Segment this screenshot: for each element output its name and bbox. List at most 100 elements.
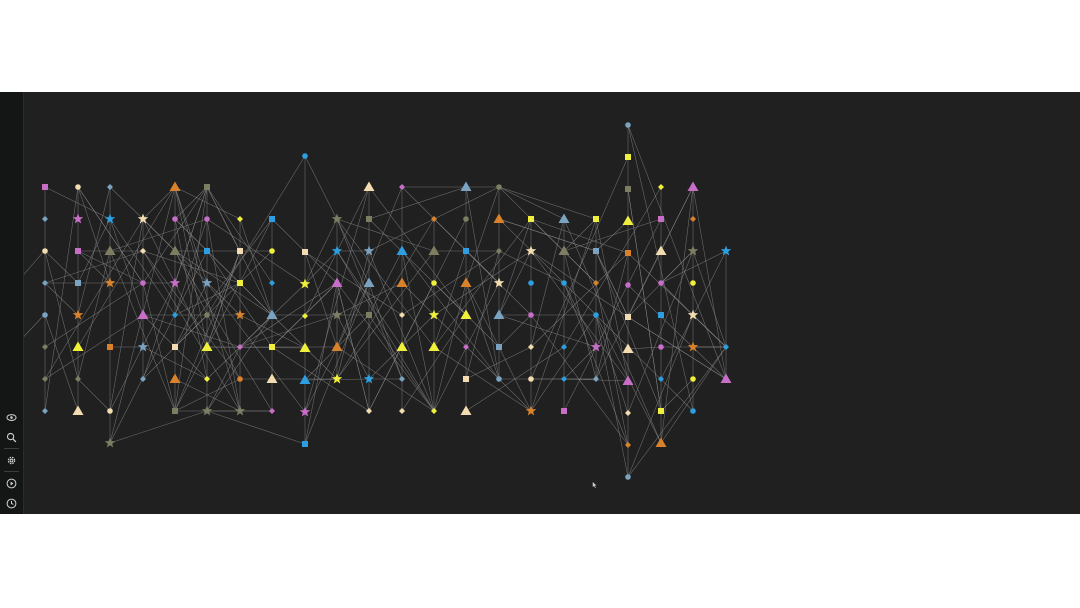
graph-node[interactable]	[269, 216, 275, 222]
graph-node[interactable]	[42, 248, 48, 254]
graph-node[interactable]	[655, 437, 667, 448]
graph-node[interactable]	[399, 312, 405, 318]
graph-node[interactable]	[302, 249, 308, 255]
graph-node[interactable]	[399, 408, 405, 414]
graph-node[interactable]	[625, 314, 631, 320]
graph-node[interactable]	[687, 245, 699, 256]
graph-node[interactable]	[687, 341, 699, 352]
graph-node[interactable]	[72, 341, 84, 352]
graph-node[interactable]	[561, 376, 567, 382]
graph-node[interactable]	[237, 280, 243, 286]
graph-node[interactable]	[299, 342, 311, 353]
play-circle-icon-button[interactable]	[3, 475, 19, 491]
graph-node[interactable]	[493, 277, 505, 288]
graph-node[interactable]	[431, 408, 437, 414]
graph-node[interactable]	[107, 344, 113, 350]
graph-node[interactable]	[169, 373, 181, 384]
graph-node[interactable]	[658, 312, 664, 318]
graph-node[interactable]	[528, 312, 534, 318]
graph-node[interactable]	[366, 408, 372, 414]
eye-icon-button[interactable]	[3, 409, 19, 425]
graph-node[interactable]	[299, 374, 311, 385]
graph-node[interactable]	[302, 313, 308, 319]
graph-node[interactable]	[593, 376, 599, 382]
graph-node[interactable]	[201, 277, 213, 288]
graph-node[interactable]	[690, 408, 696, 414]
graph-node[interactable]	[622, 343, 634, 354]
graph-node[interactable]	[460, 309, 472, 320]
graph-node[interactable]	[625, 282, 631, 288]
graph-node[interactable]	[658, 344, 664, 350]
graph-node[interactable]	[204, 312, 210, 318]
graph-node[interactable]	[172, 216, 178, 222]
graph-node[interactable]	[75, 184, 81, 190]
graph-node[interactable]	[140, 376, 146, 382]
graph-canvas[interactable]	[0, 92, 1080, 514]
graph-node[interactable]	[72, 213, 84, 224]
graph-node[interactable]	[428, 245, 440, 256]
graph-node[interactable]	[590, 341, 602, 352]
graph-node[interactable]	[431, 280, 437, 286]
graph-node[interactable]	[720, 373, 732, 384]
graph-node[interactable]	[302, 441, 308, 447]
graph-node[interactable]	[137, 213, 149, 224]
graph-node[interactable]	[690, 280, 696, 286]
graph-node[interactable]	[299, 278, 311, 289]
graph-node[interactable]	[593, 248, 599, 254]
graph-node[interactable]	[237, 376, 243, 382]
graph-node[interactable]	[204, 216, 210, 222]
graph-node[interactable]	[42, 312, 48, 318]
graph-node[interactable]	[593, 280, 599, 286]
graph-node[interactable]	[169, 245, 181, 256]
graph-node[interactable]	[42, 184, 48, 190]
graph-node[interactable]	[366, 216, 372, 222]
graph-node[interactable]	[720, 245, 732, 256]
graph-node[interactable]	[107, 408, 113, 414]
graph-node[interactable]	[625, 154, 631, 160]
graph-node[interactable]	[140, 248, 146, 254]
graph-node[interactable]	[42, 280, 48, 286]
graph-node[interactable]	[104, 437, 116, 448]
graph-node[interactable]	[75, 376, 81, 382]
graph-node[interactable]	[72, 405, 84, 416]
graph-node[interactable]	[363, 277, 375, 288]
graph-node[interactable]	[104, 277, 116, 288]
graph-node[interactable]	[528, 344, 534, 350]
graph-node[interactable]	[625, 474, 631, 480]
graph-node[interactable]	[723, 344, 729, 350]
graph-node[interactable]	[625, 410, 631, 416]
graph-node[interactable]	[269, 248, 275, 254]
graph-node[interactable]	[363, 245, 375, 256]
graph-node[interactable]	[237, 248, 243, 254]
graph-node[interactable]	[658, 216, 664, 222]
graph-node[interactable]	[269, 280, 275, 286]
graph-node[interactable]	[331, 245, 343, 256]
graph-node[interactable]	[269, 408, 275, 414]
graph-node[interactable]	[622, 215, 634, 226]
graph-node[interactable]	[75, 280, 81, 286]
graph-node[interactable]	[463, 344, 469, 350]
graph-node[interactable]	[431, 216, 437, 222]
graph-node[interactable]	[204, 376, 210, 382]
graph-node[interactable]	[558, 245, 570, 256]
graph-node[interactable]	[396, 245, 408, 256]
graph-node[interactable]	[460, 181, 472, 192]
graph-node[interactable]	[107, 184, 113, 190]
graph-node[interactable]	[460, 405, 472, 416]
clock-icon-button[interactable]	[3, 495, 19, 511]
graph-node[interactable]	[528, 280, 534, 286]
graph-node[interactable]	[234, 405, 246, 416]
graph-node[interactable]	[528, 216, 534, 222]
graph-node[interactable]	[496, 184, 502, 190]
graph-node[interactable]	[561, 408, 567, 414]
graph-node[interactable]	[302, 153, 308, 159]
graph-node[interactable]	[104, 245, 116, 256]
graph-node[interactable]	[140, 280, 146, 286]
graph-node[interactable]	[331, 309, 343, 320]
graph-node[interactable]	[396, 341, 408, 352]
graph-node[interactable]	[463, 376, 469, 382]
graph-node[interactable]	[42, 344, 48, 350]
graph-node[interactable]	[496, 344, 502, 350]
graph-node[interactable]	[460, 277, 472, 288]
graph-node[interactable]	[42, 216, 48, 222]
